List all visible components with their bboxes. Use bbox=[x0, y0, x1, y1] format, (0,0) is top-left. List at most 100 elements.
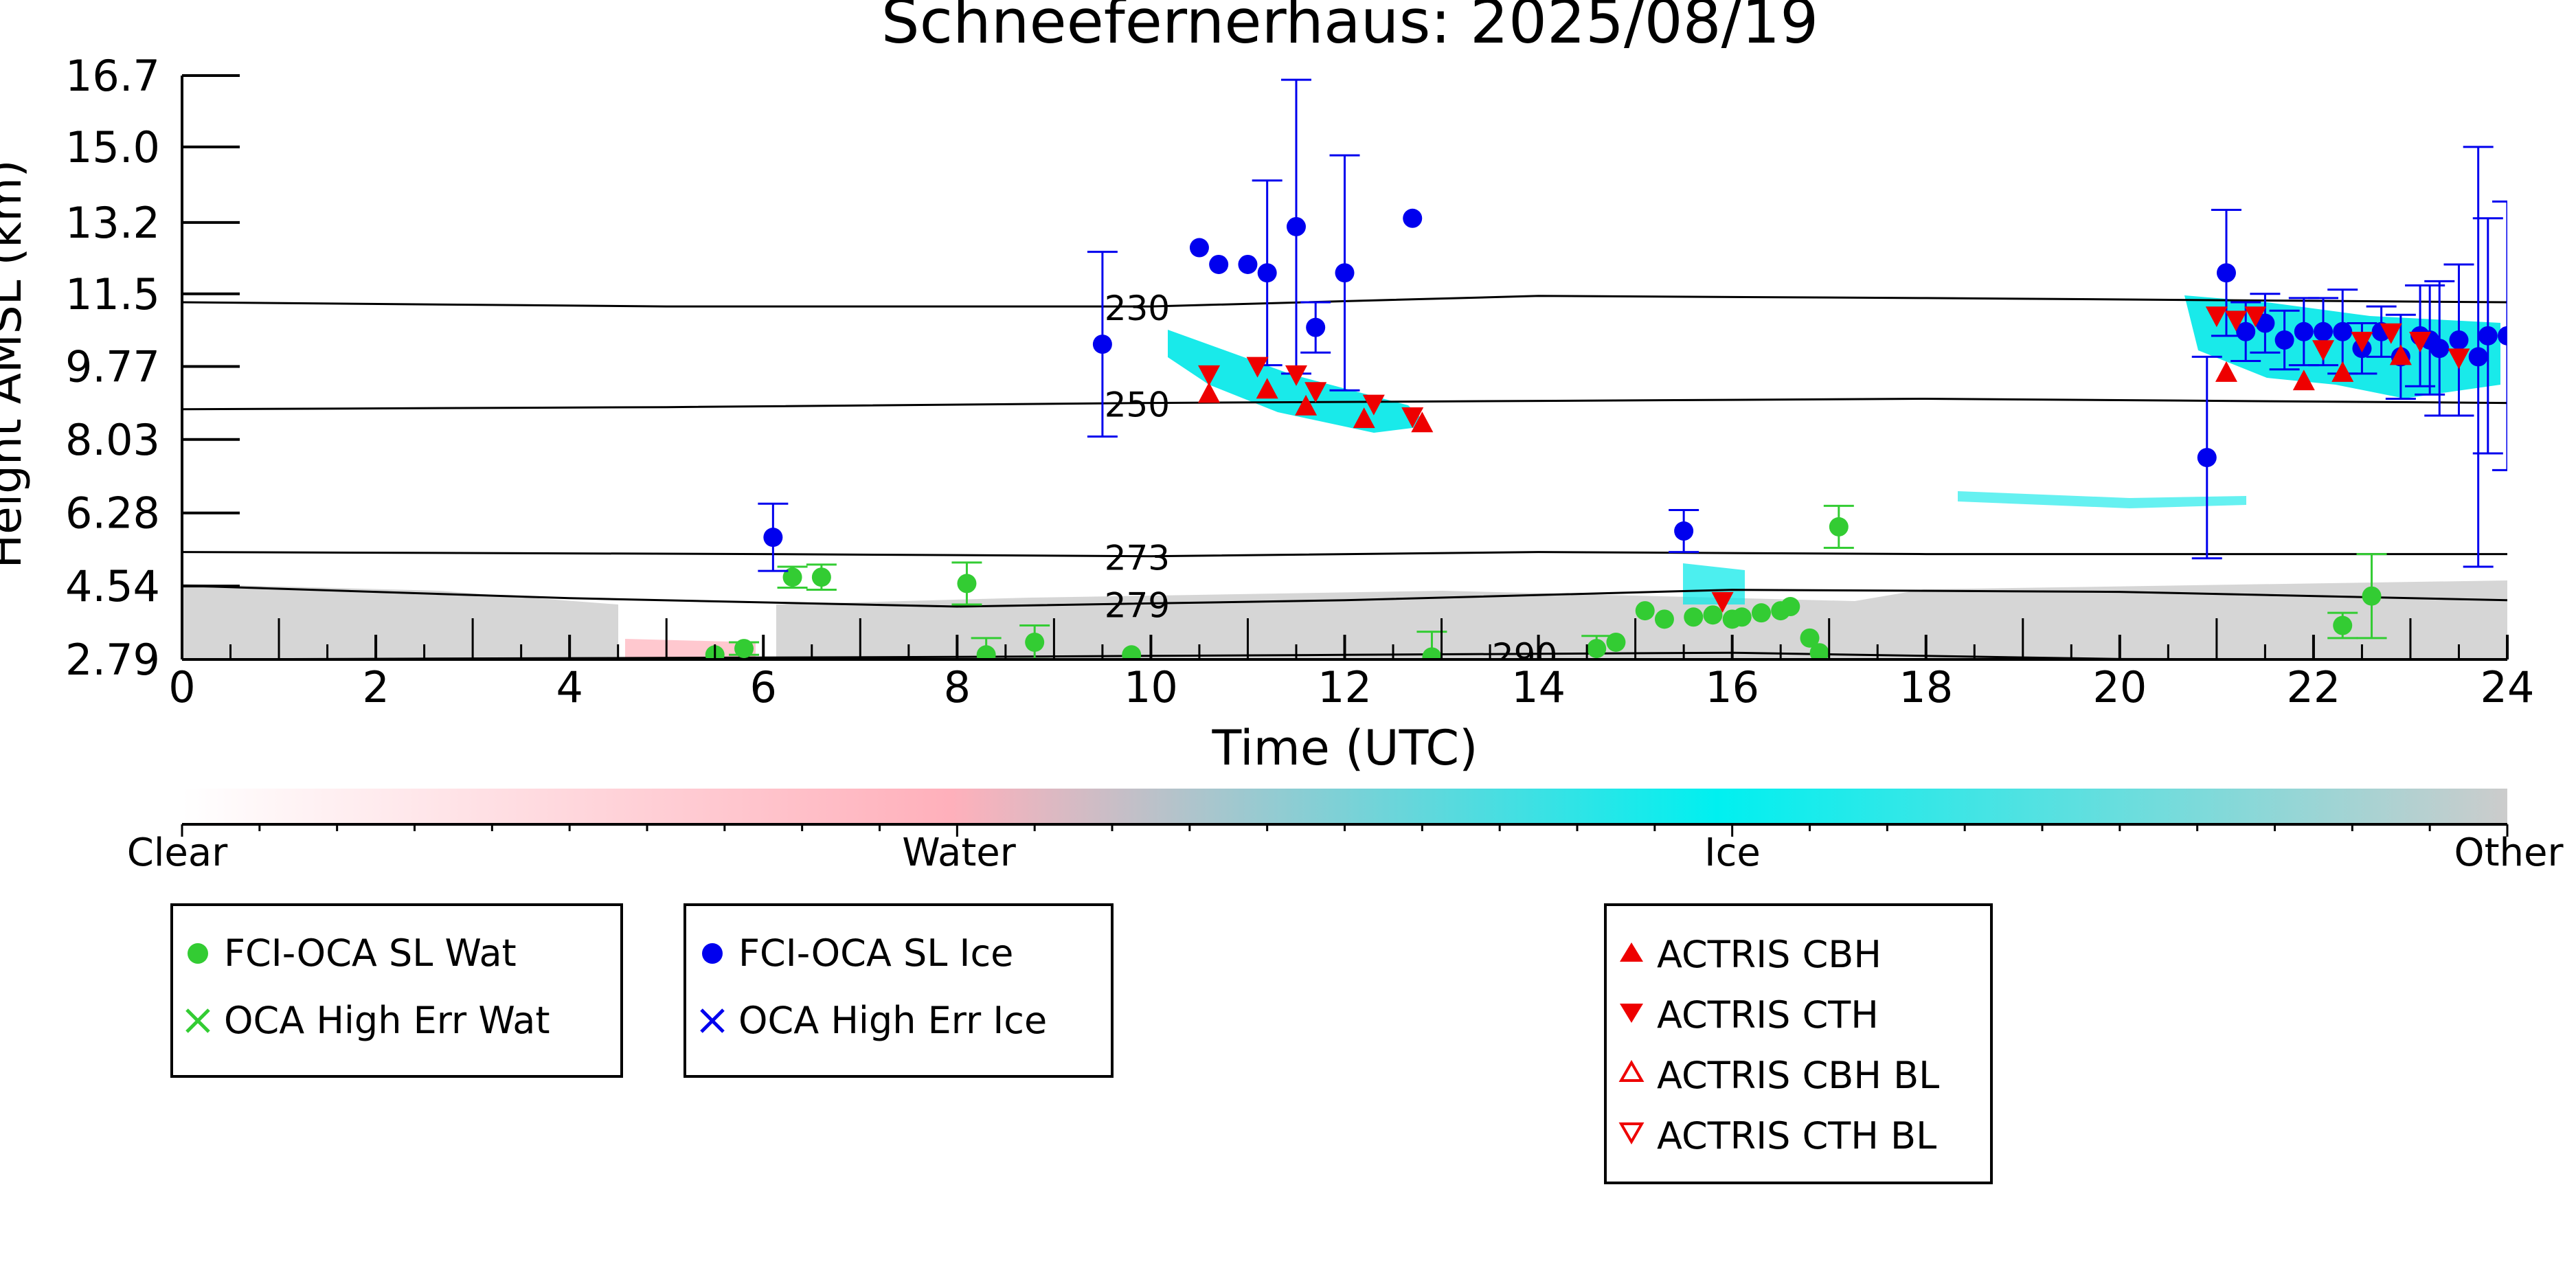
fci-oca-sl-ice-point bbox=[1209, 254, 1229, 274]
fci-oca-sl-wat-point bbox=[1122, 645, 1142, 659]
actris-cth-point bbox=[2448, 348, 2470, 370]
fci-oca-sl-wat-point bbox=[1635, 601, 1655, 621]
fci-oca-sl-wat-point bbox=[1025, 632, 1045, 652]
actris-cbh-point bbox=[2215, 361, 2237, 382]
ice-mask-area bbox=[1683, 563, 1745, 605]
actris-cbh-point bbox=[2389, 344, 2412, 365]
fci-oca-sl-wat-point bbox=[1800, 628, 1820, 648]
plot-area: 230 250 273 279 290 bbox=[182, 78, 2507, 676]
isotherm-label: 290 bbox=[1492, 636, 1557, 676]
x-tick-label: 8 bbox=[944, 662, 971, 712]
actris-cbh-point bbox=[2292, 370, 2315, 391]
fci-oca-sl-wat-point bbox=[976, 645, 996, 659]
ice-mask-area bbox=[1958, 491, 2246, 508]
y-tick-label: 2.79 bbox=[65, 635, 160, 685]
x-tick-label: 20 bbox=[2092, 662, 2147, 712]
actris-cth-point bbox=[1304, 382, 1327, 403]
colorbar-label-ice: Ice bbox=[1704, 831, 1761, 875]
fci-oca-sl-ice-point bbox=[2197, 448, 2217, 468]
fci-oca-sl-wat-point bbox=[1684, 607, 1704, 627]
fci-oca-sl-ice-point bbox=[2314, 321, 2334, 341]
y-axis-label: Height AMSL (km) bbox=[0, 160, 32, 569]
actris-cth-point bbox=[2244, 306, 2267, 328]
y-tick-label: 8.03 bbox=[65, 415, 160, 465]
other-mask-area bbox=[776, 580, 2507, 659]
legend-marker-water-x bbox=[185, 1008, 210, 1033]
colorbar: Clear Water Ice Other bbox=[127, 789, 2564, 875]
actris-cbh-point bbox=[1198, 382, 1221, 403]
legend-box bbox=[1604, 903, 1993, 1184]
fci-oca-sl-ice-point bbox=[1189, 238, 1209, 258]
legend-marker-ice-circle bbox=[702, 943, 723, 964]
fci-oca-sl-ice-point bbox=[1403, 208, 1423, 228]
legend-label-cbh-bl: ACTRIS CBH BL bbox=[1657, 1054, 1939, 1097]
actris-cth-point bbox=[2205, 306, 2228, 328]
legend-label-water: FCI-OCA SL Wat bbox=[224, 931, 517, 975]
fci-oca-sl-wat-point bbox=[1751, 603, 1771, 623]
legend-marker-cth-bl bbox=[1618, 1122, 1645, 1145]
actris-cth-point bbox=[2380, 323, 2402, 344]
legend-box bbox=[683, 903, 1114, 1078]
fci-oca-sl-ice-point bbox=[2468, 347, 2488, 367]
legend-water: FCI-OCA SL Wat OCA High Err Wat bbox=[170, 903, 623, 1078]
fci-oca-sl-ice-point bbox=[1286, 216, 1306, 236]
fci-oca-sl-wat-point bbox=[1606, 632, 1626, 652]
fci-oca-sl-ice-point bbox=[1238, 254, 1258, 274]
fci-oca-sl-wat-point bbox=[1654, 609, 1674, 629]
x-tick-label: 6 bbox=[750, 662, 777, 712]
other-mask-area bbox=[182, 584, 618, 659]
isotherm-label: 230 bbox=[1105, 289, 1170, 328]
fci-oca-sl-ice-point bbox=[2236, 321, 2256, 341]
x-tick-label: 2 bbox=[362, 662, 389, 712]
fci-oca-sl-wat-point bbox=[1781, 597, 1800, 617]
fci-oca-sl-wat-point bbox=[782, 567, 802, 587]
isotherm-line bbox=[182, 397, 2507, 411]
legend-marker-cbh bbox=[1620, 942, 1643, 962]
colorbar-label-water: Water bbox=[902, 831, 1017, 875]
y-tick-label: 4.54 bbox=[65, 561, 160, 611]
fci-oca-sl-ice-point bbox=[1306, 317, 1326, 337]
fci-oca-sl-wat-point bbox=[734, 639, 754, 659]
legend-ice: FCI-OCA SL Ice OCA High Err Ice bbox=[683, 903, 1114, 1078]
fci-oca-sl-ice-point bbox=[1335, 263, 1355, 283]
actris-cth-point bbox=[1285, 365, 1307, 386]
actris-cth-point bbox=[1198, 365, 1221, 386]
x-tick-label: 22 bbox=[2286, 662, 2340, 712]
actris-cth-point bbox=[1711, 591, 1734, 613]
fci-oca-sl-wat-point bbox=[1732, 607, 1752, 627]
actris-cbh-point bbox=[1256, 378, 1278, 399]
actris-cth-point bbox=[1401, 407, 1424, 428]
fci-oca-sl-wat-point bbox=[1703, 605, 1723, 625]
isotherm-line bbox=[182, 585, 2507, 608]
colorbar-gradient bbox=[182, 789, 2507, 824]
isotherm-label: 273 bbox=[1105, 539, 1170, 578]
fci-oca-sl-ice-point bbox=[2449, 330, 2469, 350]
x-tick-label: 0 bbox=[168, 662, 195, 712]
legend-marker-ice-x bbox=[700, 1008, 725, 1033]
fci-oca-sl-ice-point bbox=[2294, 321, 2314, 341]
actris-cth-point bbox=[2409, 331, 2432, 352]
fci-oca-sl-ice-point bbox=[2478, 326, 2498, 346]
fci-oca-sl-ice-point bbox=[1092, 335, 1112, 354]
fci-oca-sl-ice-point bbox=[2430, 339, 2450, 359]
actris-cbh-point bbox=[1411, 411, 1434, 433]
actris-cth-point bbox=[1362, 394, 1385, 416]
legend-label-ice-higherr: OCA High Err Ice bbox=[738, 999, 1047, 1042]
fci-oca-sl-ice-point bbox=[2216, 263, 2236, 283]
legend-box bbox=[170, 903, 623, 1078]
y-tick-label: 6.28 bbox=[65, 488, 160, 539]
y-tick-label: 13.2 bbox=[65, 198, 160, 248]
y-tick-label: 15.0 bbox=[65, 122, 160, 172]
fci-oca-sl-wat-point bbox=[957, 574, 977, 594]
isotherm-label: 250 bbox=[1105, 385, 1170, 425]
legend-label-cbh: ACTRIS CBH bbox=[1657, 933, 1882, 976]
actris-cth-point bbox=[2351, 331, 2373, 352]
x-axis-label: Time (UTC) bbox=[1212, 720, 1478, 776]
axes: 0 2 4 6 8 10 12 14 16 18 20 22 24 2.794.546.288.039.… bbox=[65, 51, 2535, 712]
legend-marker-water-circle bbox=[188, 943, 208, 964]
fci-oca-sl-ice-point bbox=[2255, 313, 2275, 333]
y-tick-label: 11.5 bbox=[65, 269, 160, 319]
legend-label-ice: FCI-OCA SL Ice bbox=[738, 931, 1013, 975]
colorbar-label-other: Other bbox=[2454, 831, 2564, 875]
actris-cbh-point bbox=[1295, 394, 1318, 416]
